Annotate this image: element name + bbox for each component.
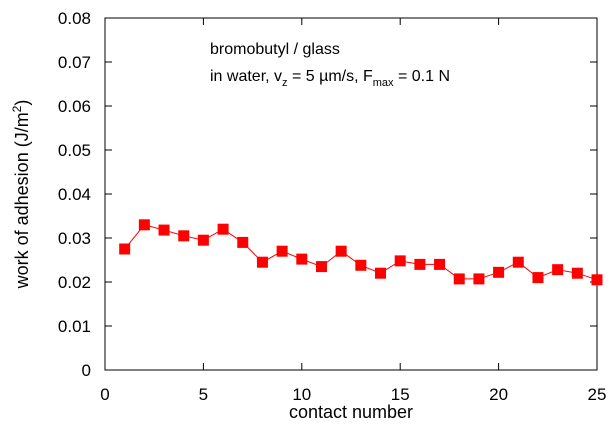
data-point-marker [394,255,406,267]
data-point-marker [571,267,583,279]
data-point-marker [217,223,229,235]
data-point-marker [434,258,446,270]
data-point-marker [532,272,544,284]
x-tick-label: 15 [391,385,410,404]
data-point-marker [355,259,367,271]
data-point-marker [197,234,209,246]
data-point-marker [453,273,465,285]
y-tick-label: 0.04 [58,185,91,204]
y-tick-label: 0.03 [58,229,91,248]
annotation-line-1: bromobutyl / glass [210,41,340,58]
data-point-marker [512,256,524,268]
data-point-marker [335,245,347,257]
data-point-marker [375,267,387,279]
data-point-marker [493,266,505,278]
series-line [124,224,598,281]
x-tick-label: 20 [489,385,508,404]
data-point-marker [552,264,564,276]
x-tick-label: 25 [588,385,607,404]
y-tick-label: 0.08 [58,9,91,28]
data-point-marker [178,230,190,242]
y-tick-label: 0.05 [58,141,91,160]
y-tick-label: 0.06 [58,97,91,116]
data-point-marker [473,273,485,285]
data-point-marker [414,258,426,270]
data-point-marker [158,224,170,236]
y-tick-label: 0.07 [58,53,91,72]
data-point-marker [276,245,288,257]
x-tick-label: 0 [100,385,109,404]
data-point-marker [237,236,249,248]
data-point-marker [256,256,268,268]
y-tick-label: 0.02 [58,273,91,292]
y-tick-label: 0.01 [58,317,91,336]
y-tick-label: 0 [82,361,91,380]
y-axis-title: work of adhesion (J/m2) [10,100,32,290]
data-point-marker [119,243,131,255]
x-tick-label: 5 [199,385,208,404]
data-series [119,219,603,286]
x-axis-title: contact number [289,402,413,422]
data-point-marker [591,274,603,286]
x-tick-label: 10 [292,385,311,404]
data-point-marker [296,253,308,265]
data-point-marker [315,261,327,273]
data-point-marker [138,219,150,231]
annotation-line-2: in water, vz = 5 µm/s, Fmax = 0.1 N [210,68,450,89]
ticks: 0 5 10 15 20 25 0 0.01 0.02 0.03 0.04 0.05 0.06 0.07 0… [58,9,607,404]
